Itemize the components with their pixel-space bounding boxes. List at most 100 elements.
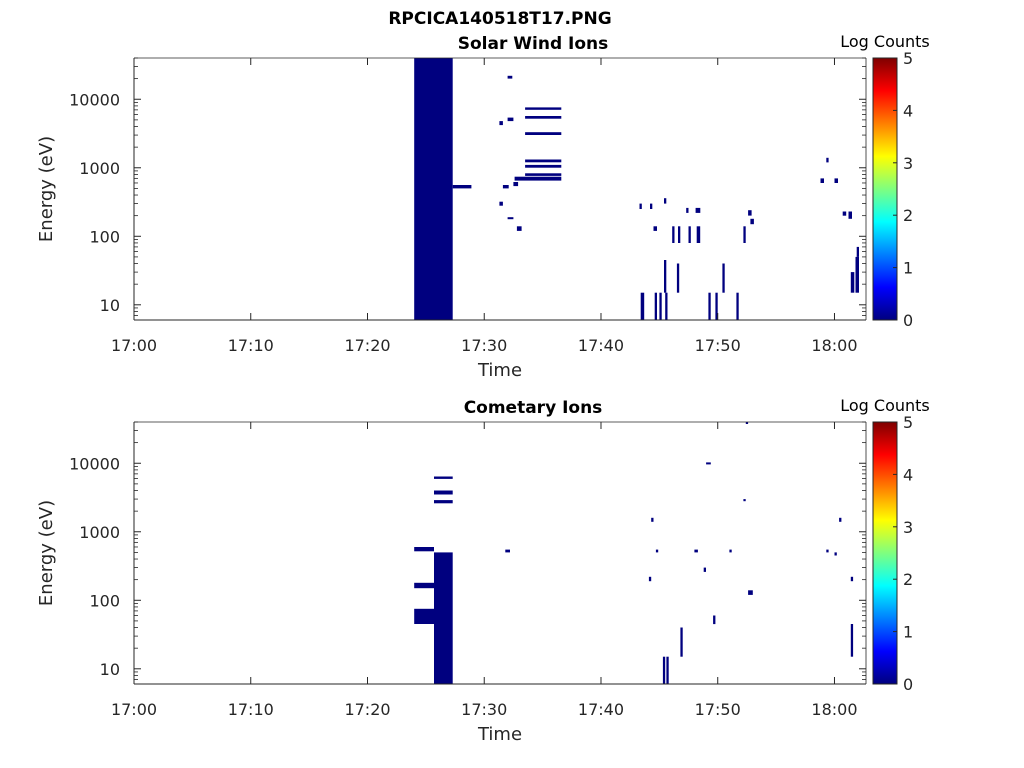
data-cell <box>513 182 519 187</box>
colorbar-tick-label: 4 <box>903 465 913 484</box>
data-cell <box>662 656 666 684</box>
x-tick-label: 17:50 <box>695 700 741 719</box>
data-cell <box>678 226 681 243</box>
data-cell <box>672 226 675 243</box>
y-axis-label: Energy (eV) <box>36 136 57 242</box>
data-cell <box>855 256 859 293</box>
y-tick-label: 1000 <box>79 159 120 178</box>
data-cell <box>499 201 503 206</box>
data-cell <box>648 576 652 582</box>
panel-2: 17:00 17:10 17:20 17:30 17:40 17:50 18:00 1 0 100… <box>36 396 930 745</box>
x-tick-label: 18:00 <box>811 700 857 719</box>
x-tick-label: 17:50 <box>695 336 741 355</box>
x-axis-label: Time <box>477 724 522 745</box>
panel-title: Cometary Ions <box>464 398 603 418</box>
data-cell <box>664 260 667 293</box>
x-axis-label: Time <box>477 360 522 381</box>
data-cell <box>666 656 669 684</box>
axes: 17:00 17:10 17:20 17:30 17:40 17:50 18:00 10 100… <box>69 57 867 355</box>
axes: 17:00 17:10 17:20 17:30 17:40 17:50 18:00 10 100… <box>69 421 867 719</box>
y-tick-label: 10 <box>100 296 120 315</box>
data-cell <box>502 185 509 189</box>
data-cell <box>639 203 642 209</box>
x-tick-label: 17:10 <box>228 700 274 719</box>
data-cell <box>750 218 754 225</box>
spectrogram-cells <box>414 422 854 684</box>
data-cell <box>745 422 749 424</box>
data-cell <box>820 178 824 183</box>
data-cell <box>848 211 852 219</box>
data-cell <box>834 552 837 556</box>
data-cell <box>640 292 645 320</box>
data-cell <box>839 517 842 522</box>
data-cell <box>499 121 503 126</box>
colorbar: Log Counts 0 1 2 3 4 5 <box>840 32 930 330</box>
data-cell <box>525 107 562 110</box>
x-tick-label: 17:30 <box>461 336 507 355</box>
data-cell <box>665 292 668 320</box>
data-cell <box>842 211 847 216</box>
data-cell <box>743 226 746 243</box>
panel-title: Solar Wind Ions <box>458 34 609 54</box>
y-tick-label: 100 <box>89 591 120 610</box>
data-cell <box>748 210 752 216</box>
colorbar-title: Log Counts <box>840 396 930 415</box>
colorbar-tick-label: 3 <box>903 518 913 537</box>
data-cell <box>414 547 434 552</box>
panel-1: 17:00 17:10 17:20 17:30 17:40 17:50 18:0010100… <box>36 32 930 381</box>
data-cell <box>748 590 753 595</box>
data-cell <box>694 549 698 553</box>
x-tick-label: 17:20 <box>344 336 390 355</box>
colorbar-tick-label: 5 <box>903 49 913 68</box>
data-cell <box>850 576 854 582</box>
colorbar-tick-label: 1 <box>903 623 913 642</box>
x-tick-label: 17:10 <box>228 336 274 355</box>
x-tick-label: 17:00 <box>111 700 157 719</box>
colorbar-tick-label: 0 <box>903 675 913 694</box>
data-cell <box>434 500 453 504</box>
data-cell <box>722 263 725 293</box>
data-cell <box>516 226 522 231</box>
data-cell <box>654 292 657 320</box>
panels: 17:00 17:10 17:20 17:30 17:40 17:50 18:0010100… <box>36 32 930 745</box>
plot-area <box>134 58 866 320</box>
colorbar-gradient <box>872 421 898 685</box>
data-cell <box>525 132 562 135</box>
data-cell <box>713 615 716 625</box>
x-tick-label: 17:40 <box>578 700 624 719</box>
x-tick-label: 17:20 <box>344 700 390 719</box>
data-cell <box>434 490 453 495</box>
data-cell <box>834 178 838 183</box>
data-cell <box>826 549 829 553</box>
data-cell <box>651 517 654 522</box>
data-cell <box>703 567 706 572</box>
data-cell <box>650 203 653 209</box>
data-cell <box>505 549 510 553</box>
data-cell <box>706 462 711 465</box>
colorbar-gradient <box>872 57 898 321</box>
data-cell <box>856 246 859 257</box>
data-cell <box>525 173 562 176</box>
data-cell <box>414 582 434 589</box>
data-cell <box>708 292 711 320</box>
data-cell <box>743 499 746 502</box>
colorbar-tick-label: 1 <box>903 259 913 278</box>
data-cell <box>736 292 739 320</box>
data-cell <box>434 555 453 684</box>
data-cell <box>729 549 732 553</box>
x-tick-label: 17:30 <box>461 700 507 719</box>
data-cell <box>850 624 854 657</box>
x-tick-label: 18:00 <box>811 336 857 355</box>
data-cell <box>688 226 691 243</box>
colorbar-tick-label: 2 <box>903 570 913 589</box>
data-cell <box>695 207 701 213</box>
data-cell <box>686 207 689 213</box>
colorbar-title: Log Counts <box>840 32 930 51</box>
colorbar: Log Counts 0 1 2 3 4 5 <box>840 396 930 694</box>
colorbar-tick-label: 4 <box>903 101 913 120</box>
data-cell <box>414 58 453 320</box>
data-cell <box>525 116 562 119</box>
data-cell <box>514 176 562 181</box>
data-cell <box>850 272 855 293</box>
y-tick-label: 10000 <box>69 454 120 473</box>
